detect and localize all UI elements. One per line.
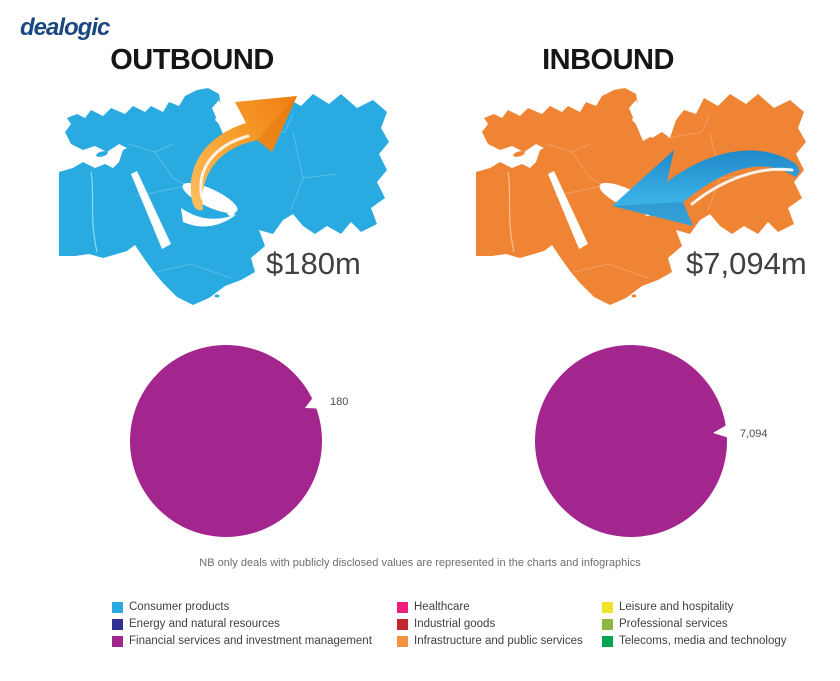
legend-item: Infrastructure and public services xyxy=(397,635,583,647)
sector-legend-column-1: Consumer products Energy and natural res… xyxy=(112,601,372,647)
outbound-pie-chart xyxy=(130,345,322,537)
inbound-heading: INBOUND xyxy=(542,44,674,76)
legend-swatch xyxy=(397,618,408,630)
legend-swatch xyxy=(397,601,408,613)
outbound-heading: OUTBOUND xyxy=(110,44,274,76)
legend-item: Professional services xyxy=(602,618,787,630)
legend-label: Financial services and investment manage… xyxy=(129,635,372,647)
sector-legend-column-3: Leisure and hospitality Professional ser… xyxy=(602,601,787,647)
dealogic-logo: dealogic xyxy=(20,14,110,41)
legend-item: Financial services and investment manage… xyxy=(112,635,372,647)
legend-label: Healthcare xyxy=(414,601,470,613)
legend-label: Infrastructure and public services xyxy=(414,635,583,647)
pie-slice-financial-services xyxy=(130,345,322,537)
legend-swatch xyxy=(602,601,613,613)
legend-item: Consumer products xyxy=(112,601,372,613)
legend-label: Energy and natural resources xyxy=(129,618,280,630)
inbound-value: $7,094m xyxy=(686,246,807,281)
pie-slice-gap xyxy=(713,425,728,438)
legend-swatch xyxy=(112,618,123,630)
disclaimer-note: NB only deals with publicly disclosed va… xyxy=(199,557,641,569)
legend-label: Professional services xyxy=(619,618,728,630)
outbound-pie-data-label: 180 xyxy=(330,396,349,408)
legend-swatch xyxy=(602,635,613,647)
legend-item: Telecoms, media and technology xyxy=(602,635,787,647)
legend-swatch xyxy=(112,601,123,613)
inbound-pie-chart xyxy=(535,345,728,537)
legend-swatch xyxy=(112,635,123,647)
legend-swatch xyxy=(602,618,613,630)
legend-item: Industrial goods xyxy=(397,618,583,630)
legend-label: Industrial goods xyxy=(414,618,496,630)
legend-label: Leisure and hospitality xyxy=(619,601,734,613)
inbound-pie-data-label: 7,094 xyxy=(740,428,768,440)
outbound-value: $180m xyxy=(266,246,361,281)
legend-item: Energy and natural resources xyxy=(112,618,372,630)
legend-item: Healthcare xyxy=(397,601,583,613)
legend-item: Leisure and hospitality xyxy=(602,601,787,613)
pie-slice-financial-services xyxy=(535,345,727,537)
sector-legend-column-2: Healthcare Industrial goods Infrastructu… xyxy=(397,601,583,647)
legend-label: Consumer products xyxy=(129,601,230,613)
legend-label: Telecoms, media and technology xyxy=(619,635,787,647)
legend-swatch xyxy=(397,635,408,647)
pie-slice-gap xyxy=(305,397,318,409)
